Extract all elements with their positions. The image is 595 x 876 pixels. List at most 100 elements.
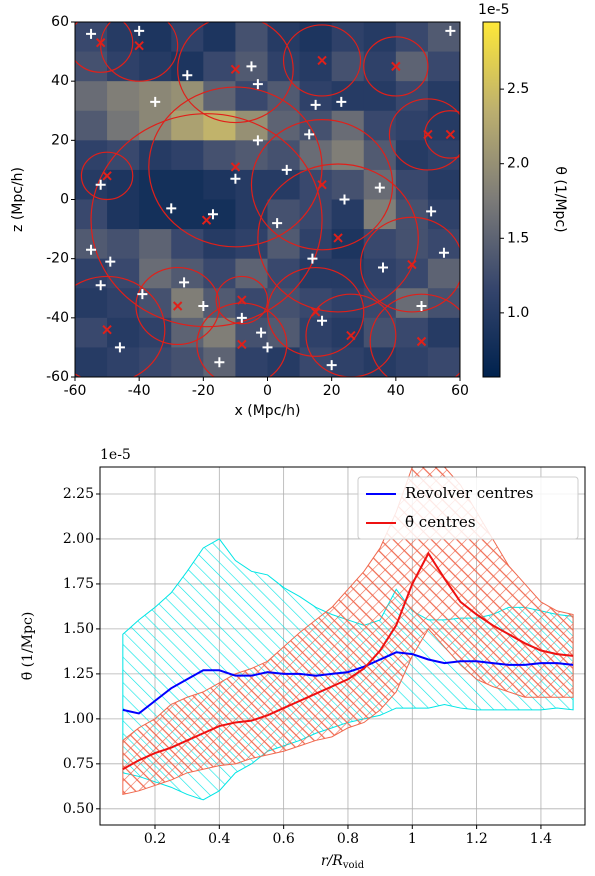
void-circle [100, 22, 179, 82]
heatmap-cell [395, 81, 429, 112]
heatmap-cell [203, 110, 236, 141]
heatmap-cell [75, 288, 108, 319]
heatmap-cell [75, 258, 108, 289]
heatmap-cell [363, 347, 397, 377]
x-tick-label: -60 [64, 383, 87, 399]
void-centre [445, 129, 456, 140]
heatmap-cell [75, 317, 108, 348]
heatmap [75, 22, 460, 377]
y-tick-label: 0.50 [63, 801, 94, 817]
heatmap-cell [171, 169, 204, 200]
heatmap-cell [75, 110, 108, 141]
heatmap-cell [139, 169, 172, 200]
heatmap-cell [427, 110, 460, 141]
void-circle [250, 119, 394, 251]
revolver-centre [179, 277, 190, 288]
void-centre [391, 61, 401, 72]
heatmap-cell [267, 288, 301, 319]
void-circle [75, 22, 134, 73]
heatmap-cell [363, 258, 397, 289]
series-line [122, 551, 574, 771]
legend-label: θ̄ centres [405, 513, 476, 531]
revolver-centre [134, 25, 145, 36]
heatmap-cell [107, 347, 140, 377]
x-tick-label: 0.6 [273, 831, 295, 847]
revolver-centre [304, 129, 315, 140]
legend-box [357, 476, 579, 540]
revolver-centre [236, 312, 247, 323]
heatmap-cell [427, 347, 460, 377]
revolver-centre [137, 289, 148, 300]
void-circle [148, 86, 323, 248]
heatmap-cell [395, 288, 429, 319]
y-tick-label: 1.00 [63, 711, 94, 727]
heatmap-cell [171, 81, 204, 112]
y-tick-label: 0.75 [63, 756, 94, 772]
void-centre [333, 233, 343, 243]
heatmap-cell [107, 199, 140, 230]
heatmap-cell [203, 317, 236, 348]
revolver-centre [182, 70, 193, 81]
offset-text: 1e-5 [100, 447, 131, 463]
x-tick-label: 0.4 [208, 831, 230, 847]
heatmap-cell [203, 51, 236, 82]
y-tick-label: 1.50 [63, 621, 94, 637]
colorbar-label: θ (1/Mpc) [552, 166, 568, 232]
void-centre [317, 55, 327, 66]
heatmap-cell [139, 229, 172, 260]
heatmap-cell [75, 140, 108, 171]
heatmap-cell [331, 140, 365, 171]
heatmap-cell [107, 110, 140, 141]
heatmap-cell [427, 169, 460, 200]
revolver-centre [198, 301, 209, 311]
revolver-centre [310, 99, 321, 110]
revolver-centre [445, 25, 456, 36]
heatmap-cell [299, 22, 333, 53]
void-centre [102, 324, 112, 335]
heatmap-cell [235, 199, 268, 230]
heatmap-cell [363, 51, 397, 82]
revolver-centre [307, 253, 318, 264]
x-tick-label: 1.2 [465, 831, 487, 847]
x-tick-label: 1.4 [530, 831, 552, 847]
heatmap-cell [331, 81, 365, 112]
revolver-centre [230, 173, 241, 184]
revolver-centre [214, 357, 225, 368]
revolver-centre [326, 360, 337, 371]
void-circle [305, 293, 397, 377]
revolver-centre [166, 203, 177, 214]
y-tick-label: 0 [60, 192, 69, 208]
heatmap-cell [203, 22, 236, 53]
heatmap-cell [299, 288, 333, 319]
heatmap-cell [107, 169, 140, 200]
heatmap-cell [139, 22, 172, 53]
heatmap-cell [363, 199, 397, 230]
heatmap-cell [235, 22, 268, 53]
heatmap-cell [427, 22, 460, 53]
heatmap-cell [75, 81, 108, 112]
void-circle [135, 266, 220, 346]
void-centre [102, 171, 112, 181]
y-tick-label: 60 [51, 14, 69, 30]
void-centre [317, 180, 327, 190]
heatmap-cell [299, 258, 333, 289]
heatmap-cell [139, 199, 172, 230]
heatmap-cell [299, 110, 333, 141]
y-axis-label: θ̄ (1/Mpc) [20, 612, 36, 681]
revolver-centre [336, 96, 347, 107]
heatmap-cell [331, 22, 365, 53]
heatmap-cell [427, 258, 460, 289]
void-circle [369, 293, 460, 377]
revolver-centre [252, 135, 263, 146]
revolver-centre [378, 262, 388, 273]
heatmap-cell [267, 110, 301, 141]
heatmap-cell [107, 22, 140, 53]
heatmap-cell [395, 229, 429, 260]
heatmap-cell [139, 347, 172, 377]
heatmap-cell [75, 347, 108, 377]
revolver-centre [95, 280, 106, 291]
revolver-centre [114, 342, 125, 353]
heatmap-cell [107, 317, 140, 348]
void-circle [257, 163, 419, 313]
